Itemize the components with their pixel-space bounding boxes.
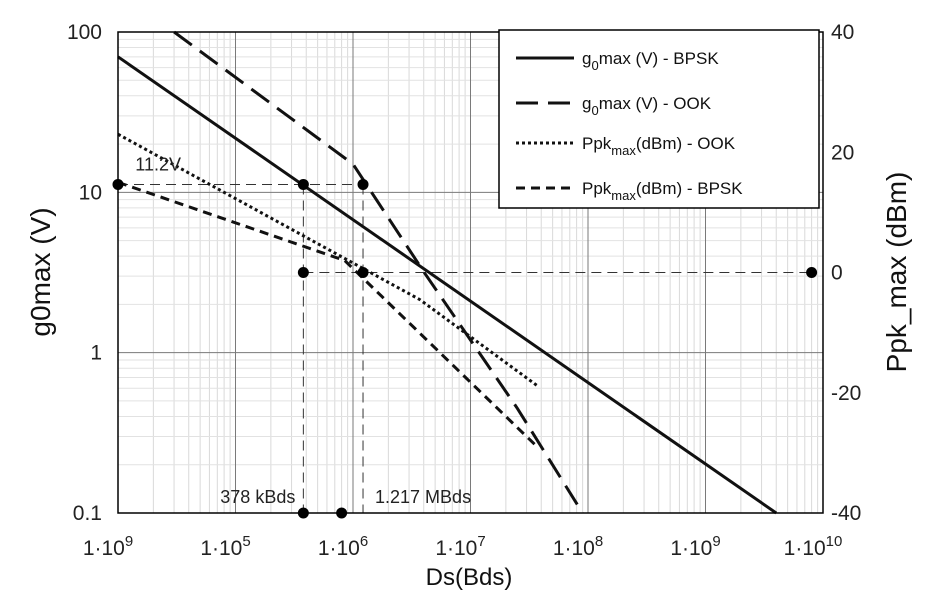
x-tick-label: 1·108 — [553, 533, 603, 560]
series-line — [117, 55, 778, 515]
data-marker — [806, 267, 818, 278]
x-axis-label: Ds(Bds) — [426, 564, 513, 591]
y-axis-label-left: g0max (V) — [25, 207, 56, 336]
data-marker — [357, 178, 369, 190]
series-line — [173, 30, 584, 514]
x-tick-label: 1·106 — [318, 533, 368, 560]
y-left-tick-label: 100 — [67, 21, 102, 44]
annotation: 1.217 MBds — [375, 487, 471, 507]
x-tick-label: 1·105 — [200, 533, 250, 560]
plot-frame — [117, 31, 824, 514]
legend-label: Ppkmax(dBm) - OOK — [582, 134, 736, 158]
data-marker — [357, 267, 369, 278]
y-right-tick-label: -40 — [831, 502, 861, 525]
data-marker — [297, 267, 309, 278]
legend-label: g0max (V) - BPSK — [582, 49, 719, 73]
series-group — [117, 30, 778, 515]
x-tick-label: 1·1010 — [784, 533, 843, 560]
y-left-tick-label: 1 — [90, 342, 102, 365]
y-right-tick-label: 20 — [831, 141, 854, 164]
y-left-tick-label: 10 — [79, 181, 102, 204]
x-tick-label: 1·107 — [435, 533, 485, 560]
series-line — [117, 180, 539, 448]
y-right-tick-label: 0 — [831, 262, 843, 285]
legend-label: g0max (V) - OOK — [582, 94, 712, 118]
data-marker — [297, 178, 309, 190]
annotation: 11.2V — [135, 154, 181, 174]
y-axis-label-right: Ppk_max (dBm) — [881, 172, 912, 373]
tick-labels: 1·109 1·105 1·106 1·107 1·108 1·109 1·1010 0.1 1… — [67, 21, 861, 560]
annotation: 378 kBds — [220, 487, 295, 507]
y-right-tick-label: 40 — [831, 21, 854, 44]
y-left-tick-label: 0.1 — [73, 502, 102, 525]
x-tick-label: 1·109 — [670, 533, 720, 560]
legend: g0max (V) - BPSK g0max (V) - OOK Ppkmax(dB… — [498, 29, 820, 209]
legend-box — [498, 29, 820, 209]
guide-lines — [118, 183, 812, 513]
y-right-tick-label: -20 — [831, 382, 861, 405]
annotations: 11.2V 378 kBds 1.217 MBds — [135, 154, 471, 507]
legend-label: Ppkmax(dBm) - BPSK — [582, 179, 743, 203]
series-line — [117, 132, 540, 388]
x-tick-label: 1·109 — [83, 533, 133, 560]
